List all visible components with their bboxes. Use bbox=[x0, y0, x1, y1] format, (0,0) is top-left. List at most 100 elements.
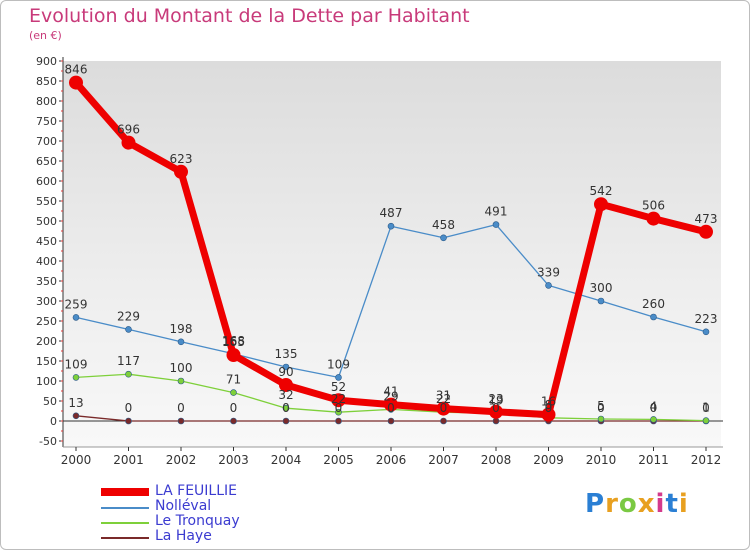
data-label: 165 bbox=[222, 335, 245, 349]
y-tick-label: 500 bbox=[36, 215, 57, 228]
x-tick-label: 2009 bbox=[533, 453, 564, 467]
data-point bbox=[699, 224, 713, 239]
brand-letter: t bbox=[665, 489, 679, 519]
data-point bbox=[69, 75, 83, 90]
data-point bbox=[230, 417, 237, 425]
data-point bbox=[121, 135, 136, 150]
data-point bbox=[387, 417, 395, 425]
x-tick-label: 2004 bbox=[271, 453, 302, 467]
data-label: 8 bbox=[545, 398, 553, 412]
legend: LA FEUILLIE Nolléval Le Tronquay La Haye bbox=[101, 483, 301, 545]
data-point bbox=[545, 282, 552, 289]
y-tick-label: 50 bbox=[43, 395, 57, 408]
x-tick-label: 2008 bbox=[481, 453, 512, 467]
data-point bbox=[282, 404, 290, 412]
data-label: 0 bbox=[440, 401, 448, 415]
data-label: 0 bbox=[230, 401, 238, 415]
data-label: 0 bbox=[177, 401, 185, 415]
data-point bbox=[646, 211, 661, 226]
y-tick-label: 900 bbox=[36, 55, 57, 68]
data-label: 0 bbox=[125, 401, 133, 415]
data-label: 32 bbox=[278, 388, 293, 402]
legend-swatch-la-haye bbox=[101, 537, 149, 539]
data-label: 52 bbox=[331, 380, 346, 394]
legend-label-nolleval: Nolléval bbox=[155, 498, 212, 514]
x-tick-label: 2012 bbox=[691, 453, 722, 467]
data-point bbox=[177, 338, 185, 346]
legend-label-la-feuillie: LA FEUILLIE bbox=[155, 483, 237, 499]
data-point bbox=[384, 397, 398, 412]
legend-swatch-le-tronquay bbox=[101, 522, 149, 524]
data-point bbox=[440, 417, 447, 425]
data-label: 487 bbox=[380, 206, 403, 220]
data-label: 19 bbox=[488, 393, 503, 407]
data-label: 696 bbox=[117, 123, 140, 137]
y-tick-label: 100 bbox=[36, 375, 57, 388]
data-point bbox=[335, 408, 342, 416]
x-tick-label: 2005 bbox=[323, 453, 354, 467]
data-point bbox=[125, 326, 132, 333]
brand-logo: Proxiti bbox=[585, 489, 689, 519]
data-point bbox=[72, 314, 80, 321]
data-label: 168 bbox=[222, 334, 245, 348]
data-point bbox=[597, 415, 605, 423]
y-tick-label: 550 bbox=[36, 195, 57, 208]
data-label: 13 bbox=[68, 396, 83, 410]
brand-letter: o bbox=[618, 489, 638, 519]
chart-subtitle: (en €) bbox=[29, 29, 62, 42]
series-line-1 bbox=[75, 223, 707, 379]
y-tick-label: 300 bbox=[36, 295, 57, 308]
data-label: 473 bbox=[695, 212, 718, 226]
brand-letter: i bbox=[655, 489, 666, 519]
data-point bbox=[177, 417, 185, 425]
y-tick-label: 350 bbox=[36, 275, 57, 288]
data-point bbox=[440, 234, 447, 242]
data-point bbox=[174, 164, 188, 179]
data-point bbox=[597, 297, 605, 305]
data-point bbox=[230, 389, 237, 396]
data-label: 542 bbox=[590, 184, 613, 198]
data-point bbox=[492, 417, 500, 425]
data-label: 259 bbox=[65, 297, 88, 311]
legend-swatch-nolleval bbox=[101, 507, 149, 509]
data-label: 458 bbox=[432, 218, 455, 232]
data-label: 5 bbox=[597, 399, 605, 413]
data-point bbox=[335, 417, 342, 425]
x-tick-label: 2003 bbox=[218, 453, 249, 467]
data-label: 846 bbox=[65, 63, 88, 77]
data-point bbox=[335, 374, 342, 381]
data-point bbox=[702, 417, 710, 424]
data-label: 31 bbox=[436, 389, 451, 403]
data-label: 0 bbox=[282, 401, 290, 415]
legend-item-la-haye: La Haye bbox=[101, 528, 301, 545]
y-tick-label: 150 bbox=[36, 355, 57, 368]
brand-letter: r bbox=[605, 489, 619, 519]
y-tick-label: 200 bbox=[36, 335, 57, 348]
legend-label-le-tronquay: Le Tronquay bbox=[155, 513, 240, 529]
legend-swatch-la-feuillie bbox=[101, 488, 149, 496]
x-tick-label: 2011 bbox=[638, 453, 669, 467]
y-tick-label: -50 bbox=[39, 435, 57, 448]
data-point bbox=[702, 328, 710, 336]
y-tick-label: 600 bbox=[36, 175, 57, 188]
data-point bbox=[125, 417, 132, 425]
data-label: 223 bbox=[695, 312, 718, 326]
data-label: 109 bbox=[65, 357, 88, 371]
x-tick-label: 2002 bbox=[166, 453, 197, 467]
data-label: 491 bbox=[485, 205, 508, 219]
y-tick-label: 400 bbox=[36, 255, 57, 268]
y-tick-label: 250 bbox=[36, 315, 57, 328]
data-label: 260 bbox=[642, 297, 665, 311]
legend-item-le-tronquay: Le Tronquay bbox=[101, 513, 301, 530]
data-label: 135 bbox=[275, 347, 298, 361]
data-label: 0 bbox=[335, 401, 343, 415]
data-point bbox=[541, 407, 556, 422]
x-tick-label: 2000 bbox=[61, 453, 92, 467]
x-tick-label: 2007 bbox=[428, 453, 459, 467]
y-tick-label: 700 bbox=[36, 135, 57, 148]
data-point bbox=[331, 393, 346, 408]
y-tick-label: 0 bbox=[50, 415, 57, 428]
data-label: 90 bbox=[278, 365, 293, 379]
data-label: 0 bbox=[702, 401, 710, 415]
